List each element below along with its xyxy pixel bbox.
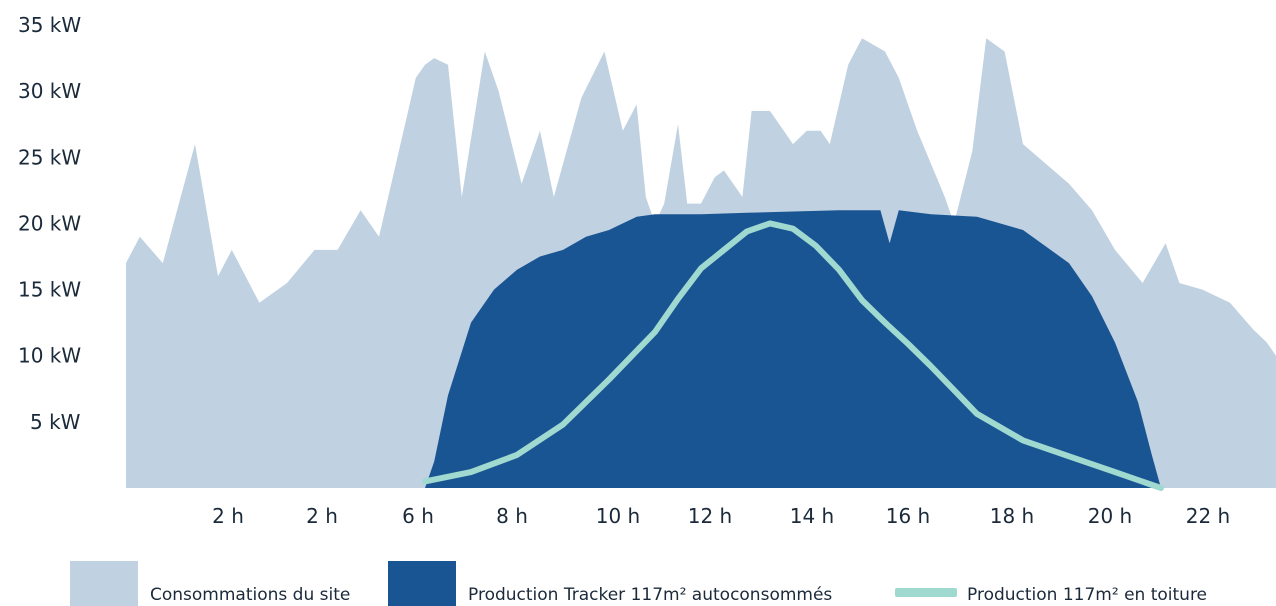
y-tick-label: 5 kW bbox=[30, 410, 81, 434]
legend-item-tracker: Production Tracker 117m² autoconsommés bbox=[388, 561, 832, 606]
legend-item-toiture: Production 117m² en toiture bbox=[895, 585, 1207, 605]
x-tick-label: 2 h bbox=[306, 504, 338, 528]
legend-item-consommations: Consommations du site bbox=[70, 561, 350, 606]
y-tick-label: 25 kW bbox=[18, 145, 81, 169]
x-tick-label: 12 h bbox=[688, 504, 732, 528]
y-tick-label: 15 kW bbox=[18, 278, 81, 302]
x-tick-label: 14 h bbox=[790, 504, 834, 528]
x-tick-label: 2 h bbox=[212, 504, 244, 528]
plot-area bbox=[126, 38, 1276, 491]
x-tick-label: 16 h bbox=[886, 504, 930, 528]
x-tick-label: 6 h bbox=[402, 504, 434, 528]
y-tick-label: 35 kW bbox=[18, 13, 81, 37]
x-tick-label: 18 h bbox=[990, 504, 1034, 528]
legend: Consommations du site Production Tracker… bbox=[70, 561, 1207, 606]
x-tick-label: 8 h bbox=[496, 504, 528, 528]
x-axis: 2 h 2 h 6 h 8 h 10 h 12 h 14 h 16 h 18 h 20 h 22 h bbox=[212, 504, 1230, 528]
y-tick-label: 30 kW bbox=[18, 79, 81, 103]
legend-label-toiture: Production 117m² en toiture bbox=[967, 585, 1207, 605]
legend-swatch-consommations bbox=[70, 561, 138, 606]
x-tick-label: 20 h bbox=[1088, 504, 1132, 528]
y-axis: 35 kW 30 kW 25 kW 20 kW 15 kW 10 kW 5 kW bbox=[18, 13, 81, 434]
series-area-production-tracker bbox=[425, 210, 1161, 488]
legend-label-tracker: Production Tracker 117m² autoconsommés bbox=[468, 585, 832, 605]
x-tick-label: 10 h bbox=[596, 504, 640, 528]
x-tick-label: 22 h bbox=[1186, 504, 1230, 528]
y-tick-label: 20 kW bbox=[18, 211, 81, 235]
series-line-production-toiture bbox=[422, 220, 1164, 491]
y-tick-label: 10 kW bbox=[18, 344, 81, 368]
legend-label-consommations: Consommations du site bbox=[150, 585, 350, 605]
legend-swatch-toiture bbox=[895, 588, 957, 597]
legend-swatch-tracker bbox=[388, 561, 456, 606]
